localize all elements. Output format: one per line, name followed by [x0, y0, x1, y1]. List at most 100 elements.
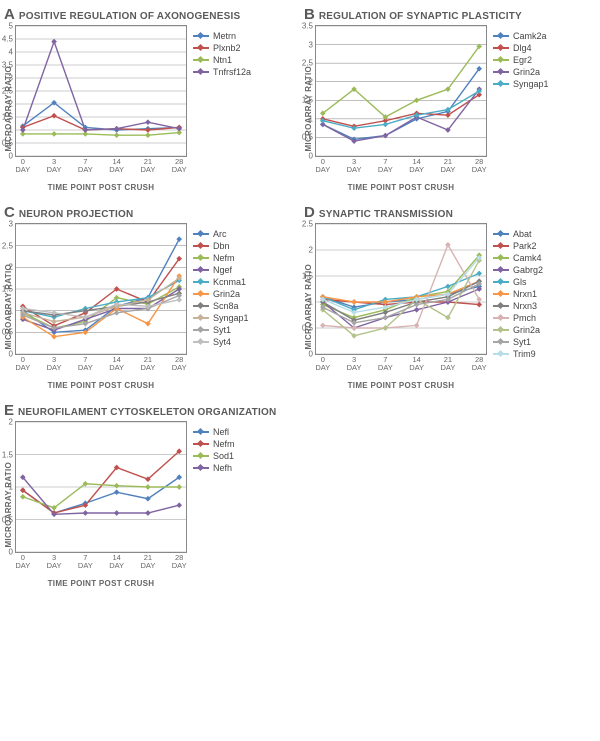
legend-item: Metrn — [193, 31, 251, 41]
legend-label: Egr2 — [513, 55, 532, 65]
legend-swatch — [493, 83, 509, 85]
xtick-label: 7DAY — [373, 354, 397, 372]
legend-label: Syngap1 — [213, 313, 249, 323]
ytick-label: 3 — [309, 40, 316, 49]
legend-label: Nefl — [213, 427, 229, 437]
legend: Camk2a Dlg4 Egr2 Grin2a — [493, 31, 549, 89]
legend-label: Syt1 — [213, 325, 231, 335]
xtick-label: 21DAY — [136, 552, 160, 570]
ytick-label: 1.5 — [302, 272, 316, 281]
ytick-label: 2 — [309, 77, 316, 86]
legend-item: Ngef — [193, 265, 249, 275]
legend-item: Syt1 — [193, 325, 249, 335]
ytick-label: 2 — [9, 263, 16, 272]
chart-plot: 00.511.520DAY3DAY7DAY14DAY21DAY28DAY — [15, 421, 187, 553]
legend-swatch — [493, 269, 509, 271]
legend-swatch — [193, 245, 209, 247]
legend-item: Ntn1 — [193, 55, 251, 65]
legend-swatch — [193, 467, 209, 469]
legend-swatch — [493, 257, 509, 259]
legend-swatch — [493, 293, 509, 295]
legend-swatch — [193, 329, 209, 331]
legend-label: Grin2a — [513, 67, 540, 77]
legend-item: Arc — [193, 229, 249, 239]
legend-swatch — [493, 305, 509, 307]
legend-swatch — [193, 281, 209, 283]
legend-item: Nefm — [193, 253, 249, 263]
ytick-label: 3.5 — [302, 22, 316, 31]
xtick-label: 21DAY — [436, 156, 460, 174]
xtick-label: 28DAY — [167, 354, 191, 372]
x-axis-label: TIME POINT POST CRUSH — [15, 183, 187, 192]
legend-swatch — [193, 431, 209, 433]
legend-item: Syt1 — [493, 337, 543, 347]
legend: Arc Dbn Nefm Ngef — [193, 229, 249, 347]
xtick-label: 0DAY — [11, 354, 35, 372]
x-axis-label: TIME POINT POST CRUSH — [15, 579, 187, 588]
ytick-label: 0.5 — [302, 324, 316, 333]
legend-swatch — [493, 47, 509, 49]
legend-item: Sod1 — [193, 451, 235, 461]
ytick-label: 0.5 — [2, 515, 16, 524]
xtick-label: 28DAY — [167, 156, 191, 174]
legend-item: Trim9 — [493, 349, 543, 359]
legend-label: Grin2a — [213, 289, 240, 299]
legend-label: Metrn — [213, 31, 236, 41]
legend-label: Dbn — [213, 241, 230, 251]
ytick-label: 2.5 — [2, 87, 16, 96]
chart-plot: 00.511.522.533.50DAY3DAY7DAY14DAY21DAY28… — [315, 25, 487, 157]
legend-item: Plxnb2 — [193, 43, 251, 53]
legend-item: Nefm — [193, 439, 235, 449]
legend-label: Syt1 — [513, 337, 531, 347]
legend-label: Trim9 — [513, 349, 536, 359]
panel-letter: C — [4, 204, 15, 221]
ytick-label: 2.5 — [302, 220, 316, 229]
panel-e: E NEUROFILAMENT CYTOSKELETON ORGANIZATIO… — [0, 396, 300, 594]
xtick-label: 3DAY — [342, 156, 366, 174]
legend-swatch — [493, 245, 509, 247]
ytick-label: 0.5 — [2, 328, 16, 337]
legend-swatch — [493, 329, 509, 331]
legend-item: Camk2a — [493, 31, 549, 41]
xtick-label: 21DAY — [436, 354, 460, 372]
panel-letter: A — [4, 6, 15, 23]
xtick-label: 7DAY — [73, 354, 97, 372]
xtick-label: 28DAY — [467, 354, 491, 372]
legend-swatch — [193, 59, 209, 61]
xtick-label: 7DAY — [73, 156, 97, 174]
legend-item: Abat — [493, 229, 543, 239]
ytick-label: 1 — [309, 298, 316, 307]
legend-item: Dbn — [193, 241, 249, 251]
legend-label: Nrxn1 — [513, 289, 537, 299]
legend-swatch — [493, 353, 509, 355]
legend-label: Nefm — [213, 439, 235, 449]
panel-letter: B — [304, 6, 315, 23]
legend-item: Grin2a — [493, 325, 543, 335]
legend-swatch — [493, 71, 509, 73]
legend-label: Ngef — [213, 265, 232, 275]
legend-label: Plxnb2 — [213, 43, 241, 53]
xtick-label: 28DAY — [167, 552, 191, 570]
panel-letter: E — [4, 402, 14, 419]
legend-label: Syt4 — [213, 337, 231, 347]
legend-label: Syngap1 — [513, 79, 549, 89]
ytick-label: 2 — [309, 246, 316, 255]
panel-c: C NEURON PROJECTION MICROARRAY RATIO 00.… — [0, 198, 300, 396]
legend-item: Egr2 — [493, 55, 549, 65]
xtick-label: 0DAY — [11, 552, 35, 570]
xtick-label: 28DAY — [467, 156, 491, 174]
panel-title: POSITIVE REGULATION OF AXONOGENESIS — [19, 11, 240, 22]
legend-item: Kcnma1 — [193, 277, 249, 287]
xtick-label: 0DAY — [311, 156, 335, 174]
legend-label: Arc — [213, 229, 227, 239]
legend-label: Pmch — [513, 313, 536, 323]
legend-label: Sod1 — [213, 451, 234, 461]
legend-label: Ntn1 — [213, 55, 232, 65]
legend-swatch — [193, 341, 209, 343]
ytick-label: 1 — [9, 126, 16, 135]
legend-label: Dlg4 — [513, 43, 532, 53]
legend-label: Gls — [513, 277, 527, 287]
xtick-label: 7DAY — [73, 552, 97, 570]
legend-swatch — [193, 293, 209, 295]
ytick-label: 3 — [9, 220, 16, 229]
